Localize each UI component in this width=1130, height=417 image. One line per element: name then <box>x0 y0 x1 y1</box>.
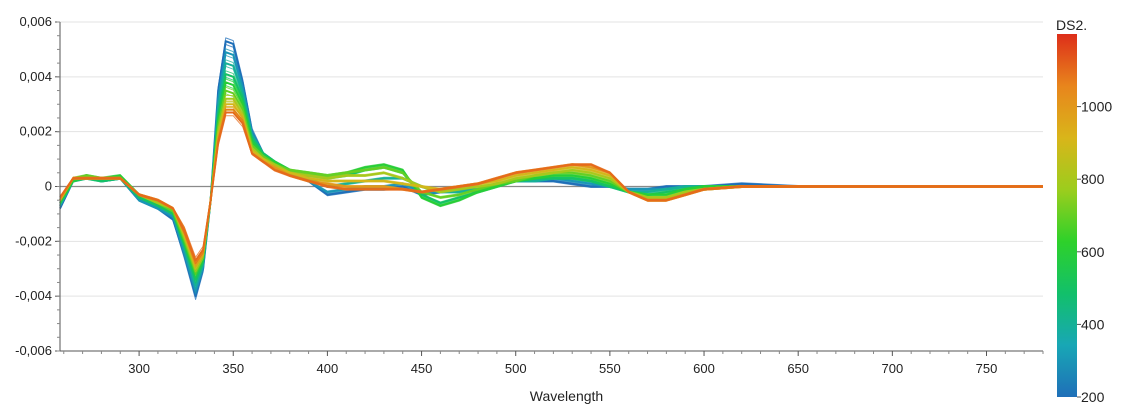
x-tick-label: 550 <box>599 361 621 376</box>
x-axis-title: Wavelength <box>530 388 603 404</box>
y-tick-label: 0,006 <box>19 14 52 29</box>
series-line-800 <box>59 97 1043 270</box>
series-line-1100 <box>59 108 1043 258</box>
colorbar-title: DS2. <box>1056 17 1087 33</box>
series-line-700 <box>59 93 1043 276</box>
x-tick-label: 650 <box>787 361 809 376</box>
y-axis-ticks: -0,006 -0,004 -0,002 0 0,002 0,004 0,006 <box>15 14 60 358</box>
series-line-200 <box>59 37 1043 294</box>
y-tick-label: -0,006 <box>15 343 52 358</box>
x-tick-label: 700 <box>881 361 903 376</box>
colorbar: DS2. 200 400 600 800 1000 <box>1056 17 1112 405</box>
colorbar-tick-label: 1000 <box>1081 99 1112 115</box>
y-tick-label: 0,004 <box>19 69 52 84</box>
x-axis-ticks: 300 350 400 450 500 550 600 650 700 750 <box>63 351 1044 376</box>
colorbar-gradient <box>1057 34 1077 397</box>
colorbar-tick-label: 800 <box>1081 171 1105 187</box>
x-tick-label: 500 <box>505 361 527 376</box>
series-line-1000 <box>59 112 1043 268</box>
y-tick-label: 0,002 <box>19 124 52 139</box>
y-tick-label: 0 <box>45 179 52 194</box>
colorbar-tick-label: 200 <box>1081 389 1105 405</box>
series-line-600 <box>59 78 1043 272</box>
colorbar-tick-label: 400 <box>1081 316 1105 332</box>
colorbar-tick-label: 600 <box>1081 244 1105 260</box>
y-tick-label: -0,004 <box>15 288 52 303</box>
x-tick-label: 350 <box>222 361 244 376</box>
x-tick-label: 400 <box>317 361 339 376</box>
x-tick-label: 300 <box>128 361 150 376</box>
y-tick-label: -0,002 <box>15 233 52 248</box>
x-tick-label: 750 <box>976 361 998 376</box>
x-tick-label: 450 <box>411 361 433 376</box>
x-tick-label: 600 <box>693 361 715 376</box>
series-line-1100 <box>59 111 1043 262</box>
series-layer <box>59 37 1043 300</box>
